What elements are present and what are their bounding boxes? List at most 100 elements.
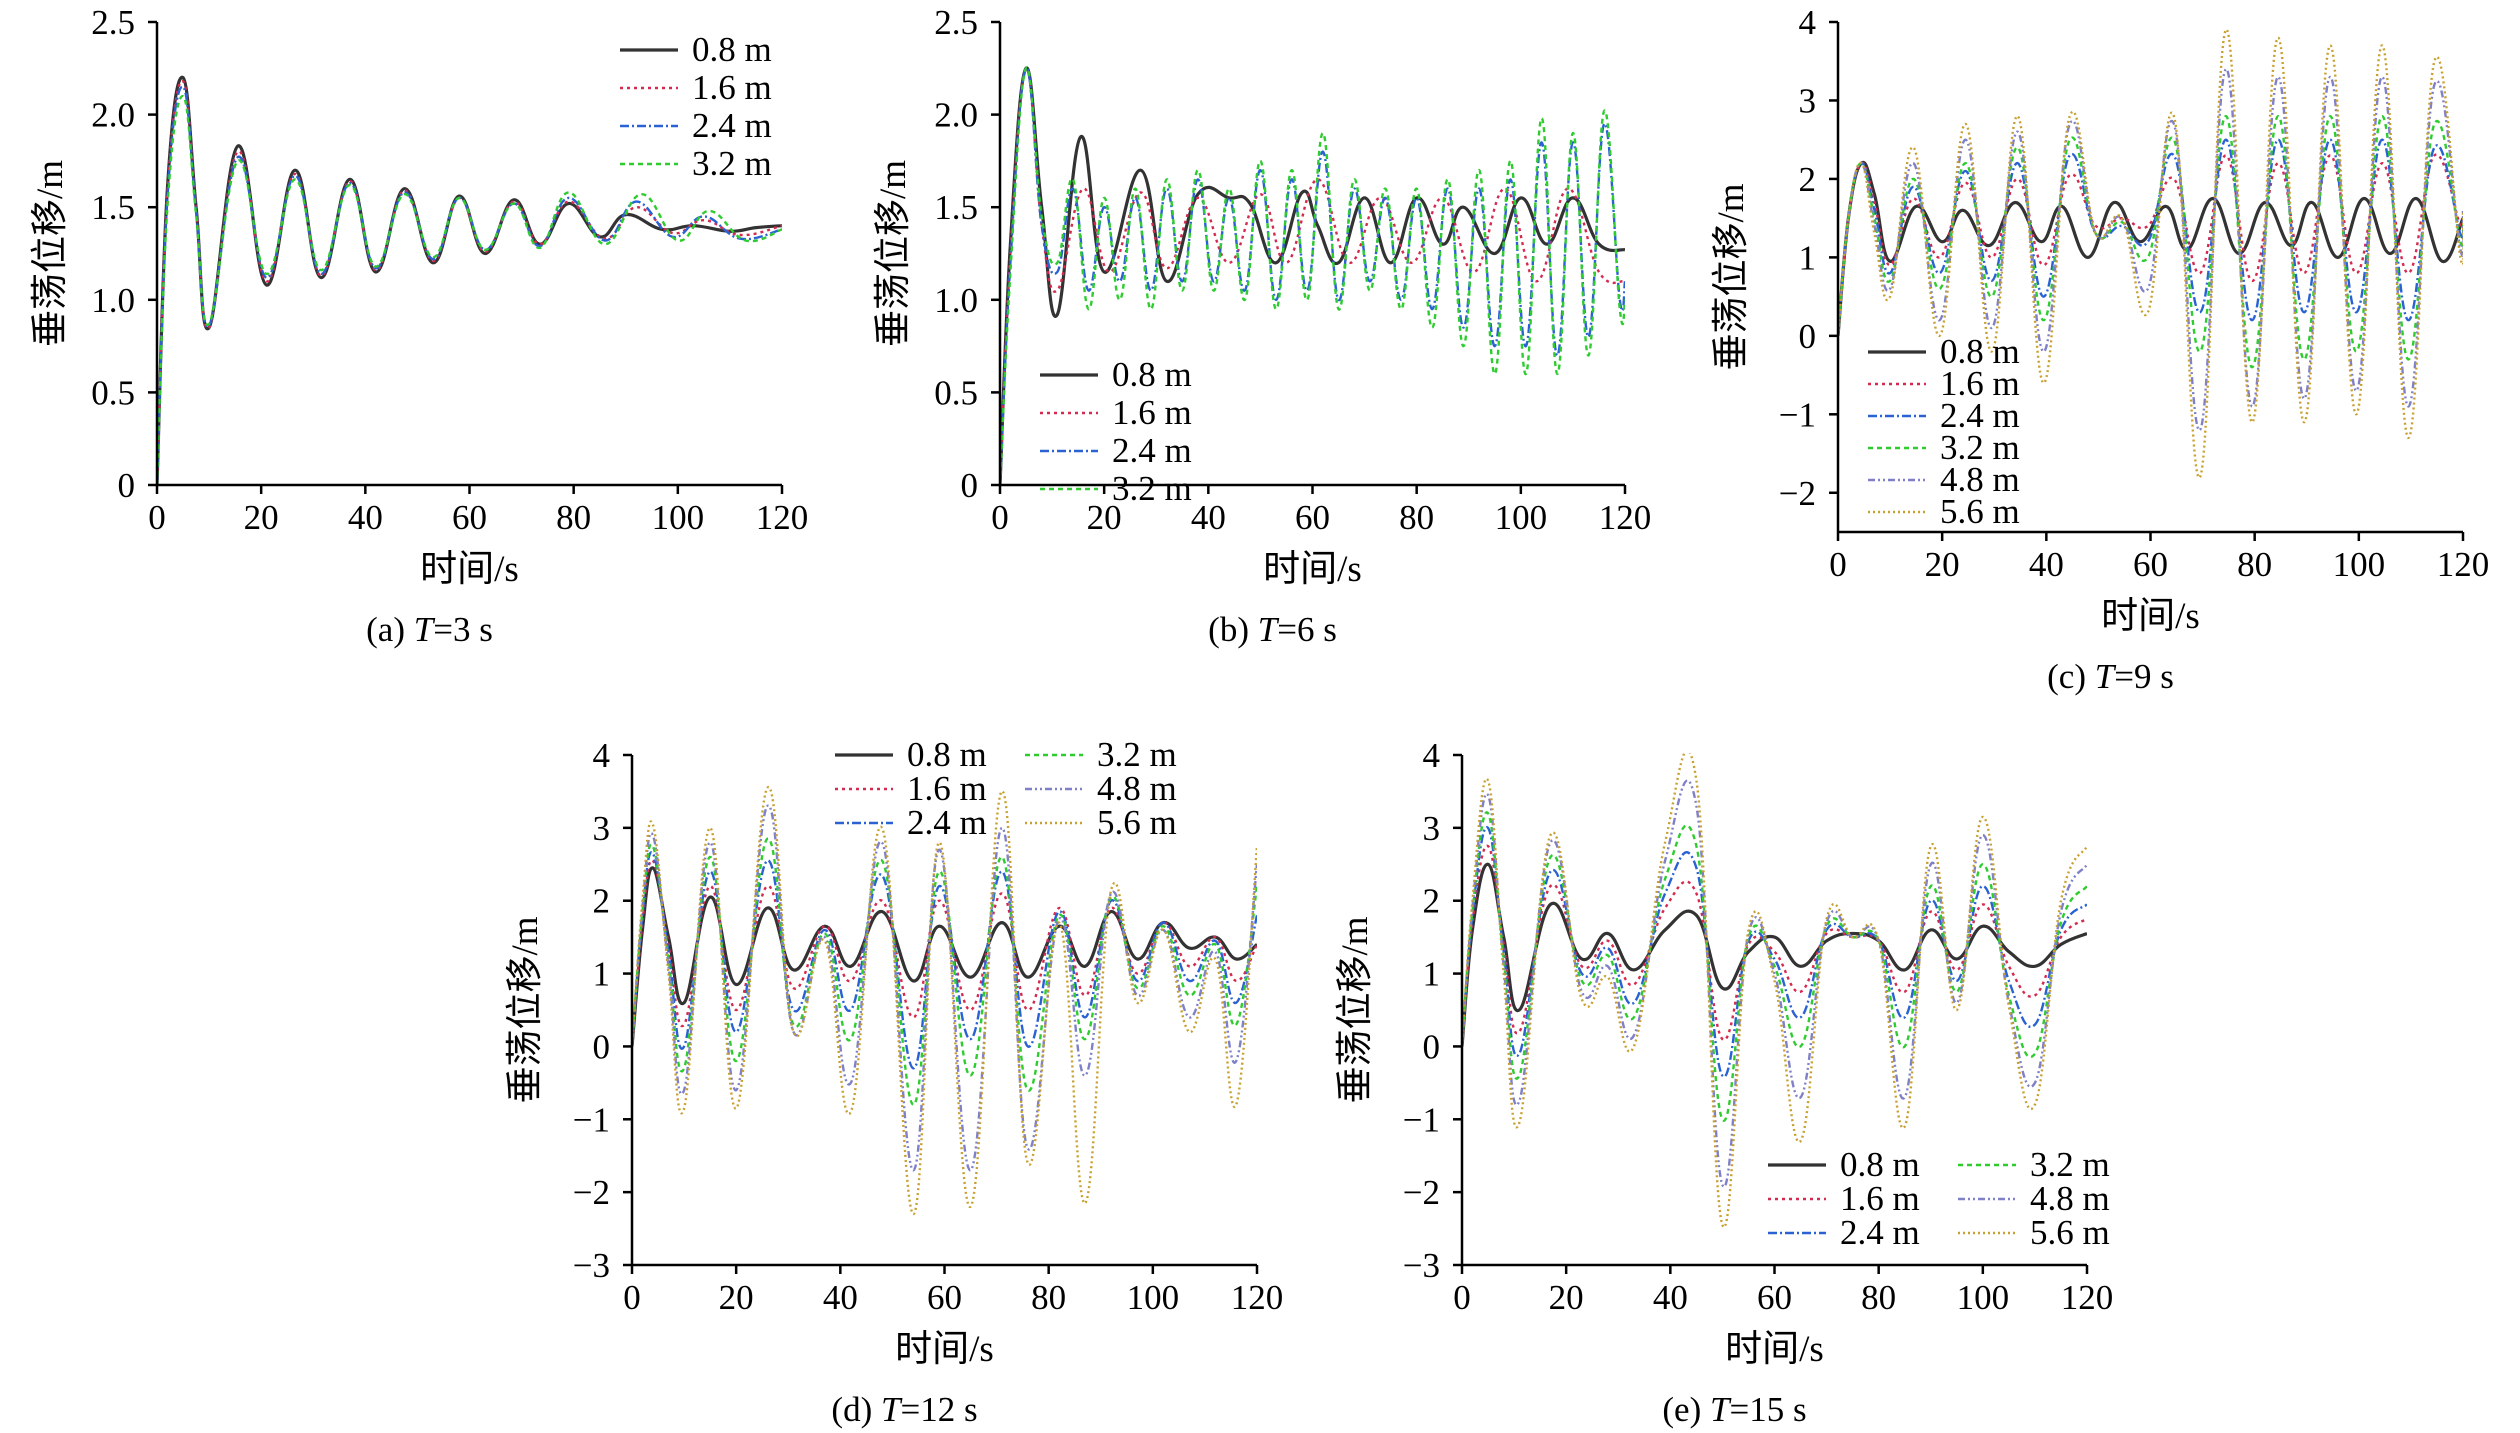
x-tick-label: 60 — [2133, 545, 2168, 584]
x-tick-label: 80 — [1399, 498, 1434, 537]
y-tick-label: 1.0 — [934, 281, 978, 320]
series-group — [1838, 28, 2463, 479]
legend: 0.8 m1.6 m2.4 m 3.2 m4.8 m5.6 m — [1768, 1145, 2110, 1252]
y-tick-label: 1.5 — [91, 188, 135, 227]
x-tick-label: 80 — [2237, 545, 2272, 584]
x-tick-label: 120 — [1231, 1278, 1284, 1317]
x-tick-label: 120 — [1599, 498, 1652, 537]
y-tick-label: −2 — [1403, 1173, 1440, 1212]
x-tick-label: 20 — [1925, 545, 1960, 584]
y-tick-label: −2 — [573, 1173, 610, 1212]
legend-label: 2.4 m — [692, 106, 772, 145]
series-line-2-4-m — [1838, 138, 2463, 336]
legend-label: 4.8 m — [1097, 769, 1177, 808]
series-line-2-4-m — [1000, 67, 1625, 486]
y-tick-label: 1.5 — [934, 188, 978, 227]
series-group — [1000, 66, 1625, 486]
y-tick-label: 0.5 — [91, 373, 135, 412]
x-axis-label: 时间/s — [895, 1329, 994, 1370]
legend-label: 1.6 m — [1112, 393, 1192, 432]
x-tick-label: 40 — [348, 498, 383, 537]
y-tick-label: 2 — [1423, 882, 1441, 921]
legend-label: 5.6 m — [1940, 492, 2020, 531]
y-tick-label: −1 — [573, 1100, 610, 1139]
y-tick-label: 0 — [593, 1027, 611, 1066]
y-axis-label: 垂荡位移/m — [1334, 916, 1376, 1103]
legend-label: 1.6 m — [692, 68, 772, 107]
chart-d: 0 20 40 60 80 100 120 −3 −2 −1 0 1 2 3 4 时间/s 垂荡位移/m (d) … — [504, 735, 1283, 1429]
x-tick-label: 80 — [1861, 1278, 1896, 1317]
y-tick-label: 2.0 — [91, 96, 135, 135]
x-tick-label: 0 — [148, 498, 166, 537]
x-tick-label: 120 — [756, 498, 809, 537]
x-axis-label: 时间/s — [1725, 1329, 1824, 1370]
x-tick-label: 60 — [1295, 498, 1330, 537]
y-tick-label: 0 — [961, 466, 979, 505]
legend-label: 5.6 m — [1097, 803, 1177, 842]
y-tick-label: 2.5 — [91, 3, 135, 42]
x-tick-label: 40 — [1191, 498, 1226, 537]
legend-label: 2.4 m — [1112, 431, 1192, 470]
panel-caption: (b) T=6 s — [1208, 610, 1337, 649]
x-tick-label: 0 — [1453, 1278, 1471, 1317]
x-tick-label: 100 — [1127, 1278, 1180, 1317]
series-line-2-4-m — [1462, 826, 2087, 1078]
legend: 0.8 m1.6 m2.4 m3.2 m — [1040, 355, 1192, 508]
series-group — [157, 75, 782, 486]
legend-label: 3.2 m — [1097, 735, 1177, 774]
x-tick-label: 0 — [1829, 545, 1847, 584]
y-tick-label: 4 — [593, 736, 611, 775]
legend-label: 4.8 m — [1940, 460, 2020, 499]
panel-caption: (d) T=12 s — [831, 1390, 977, 1429]
legend-label: 4.8 m — [2030, 1179, 2110, 1218]
x-tick-label: 80 — [556, 498, 591, 537]
y-tick-label: 0 — [1423, 1027, 1441, 1066]
y-tick-label: 1 — [1799, 238, 1817, 277]
x-tick-label: 100 — [1495, 498, 1548, 537]
x-tick-label: 40 — [823, 1278, 858, 1317]
legend-label: 2.4 m — [1940, 396, 2020, 435]
y-tick-label: 3 — [1423, 809, 1441, 848]
legend: 0.8 m1.6 m2.4 m3.2 m4.8 m5.6 m — [1868, 332, 2020, 531]
y-tick-label: 4 — [1799, 3, 1817, 42]
x-tick-label: 100 — [652, 498, 705, 537]
panel-caption: (c) T=9 s — [2047, 657, 2174, 696]
legend-label: 3.2 m — [2030, 1145, 2110, 1184]
y-tick-label: −1 — [1779, 395, 1816, 434]
y-tick-label: 2 — [593, 882, 611, 921]
y-tick-label: 1.0 — [91, 281, 135, 320]
y-tick-label: 0 — [118, 466, 136, 505]
y-tick-label: −1 — [1403, 1100, 1440, 1139]
y-tick-label: −2 — [1779, 474, 1816, 513]
legend-label: 3.2 m — [1940, 428, 2020, 467]
y-axis-label: 垂荡位移/m — [504, 916, 546, 1103]
legend-label: 0.8 m — [1940, 332, 2020, 371]
x-tick-label: 120 — [2061, 1278, 2114, 1317]
legend-label: 0.8 m — [1840, 1145, 1920, 1184]
series-line-5-6-m — [632, 786, 1257, 1216]
legend-label: 3.2 m — [692, 144, 772, 183]
legend-label: 1.6 m — [1840, 1179, 1920, 1218]
x-tick-label: 0 — [623, 1278, 641, 1317]
legend-label: 2.4 m — [1840, 1213, 1920, 1252]
y-tick-label: 1 — [593, 955, 611, 994]
legend-label: 0.8 m — [907, 735, 987, 774]
y-tick-label: 0 — [1799, 317, 1817, 356]
panel-caption: (a) T=3 s — [366, 610, 493, 649]
x-tick-label: 40 — [2029, 545, 2064, 584]
y-axis-label: 垂荡位移/m — [1710, 183, 1752, 370]
legend-label: 3.2 m — [1112, 469, 1192, 508]
chart-a: 0 20 40 60 80 100 120 0 0.5 1.0 1.5 2.0 2.5 时间/s 垂荡位移/… — [29, 3, 808, 649]
chart-b: 0 20 40 60 80 100 120 0 0.5 1.0 1.5 2.0 2.5 时间/s 垂荡位移/… — [872, 3, 1651, 649]
legend-label: 1.6 m — [1940, 364, 2020, 403]
series-line-1-6-m — [1000, 67, 1625, 486]
legend-label: 0.8 m — [692, 30, 772, 69]
legend: 0.8 m1.6 m2.4 m3.2 m4.8 m5.6 m — [835, 735, 1177, 842]
x-tick-label: 60 — [452, 498, 487, 537]
y-tick-label: 0.5 — [934, 373, 978, 412]
legend-label: 5.6 m — [2030, 1213, 2110, 1252]
chart-c: 0 20 40 60 80 100 120 −2 −1 0 1 2 3 4 时间/s 垂荡位移/m (c) T=… — [1710, 3, 2489, 696]
y-tick-label: 3 — [1799, 81, 1817, 120]
